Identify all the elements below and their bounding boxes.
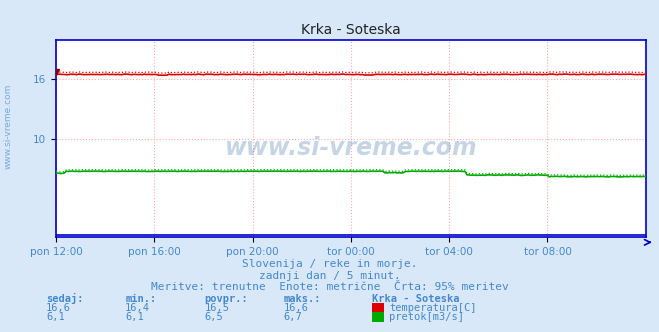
Text: zadnji dan / 5 minut.: zadnji dan / 5 minut. xyxy=(258,271,401,281)
Text: Krka - Soteska: Krka - Soteska xyxy=(372,294,460,304)
Text: 16,5: 16,5 xyxy=(204,303,229,313)
Text: www.si-vreme.com: www.si-vreme.com xyxy=(4,83,13,169)
Text: 6,1: 6,1 xyxy=(125,312,144,322)
Text: www.si-vreme.com: www.si-vreme.com xyxy=(225,136,477,160)
Text: 6,7: 6,7 xyxy=(283,312,302,322)
Text: 16,6: 16,6 xyxy=(283,303,308,313)
Text: 16,4: 16,4 xyxy=(125,303,150,313)
Text: povpr.:: povpr.: xyxy=(204,294,248,304)
Text: maks.:: maks.: xyxy=(283,294,321,304)
Text: Slovenija / reke in morje.: Slovenija / reke in morje. xyxy=(242,259,417,269)
Text: pretok[m3/s]: pretok[m3/s] xyxy=(389,312,465,322)
Text: 6,5: 6,5 xyxy=(204,312,223,322)
Text: min.:: min.: xyxy=(125,294,156,304)
Text: 6,1: 6,1 xyxy=(46,312,65,322)
Title: Krka - Soteska: Krka - Soteska xyxy=(301,23,401,37)
Text: 16,6: 16,6 xyxy=(46,303,71,313)
Text: Meritve: trenutne  Enote: metrične  Črta: 95% meritev: Meritve: trenutne Enote: metrične Črta: … xyxy=(151,283,508,292)
Text: sedaj:: sedaj: xyxy=(46,293,84,304)
Text: temperatura[C]: temperatura[C] xyxy=(389,303,477,313)
